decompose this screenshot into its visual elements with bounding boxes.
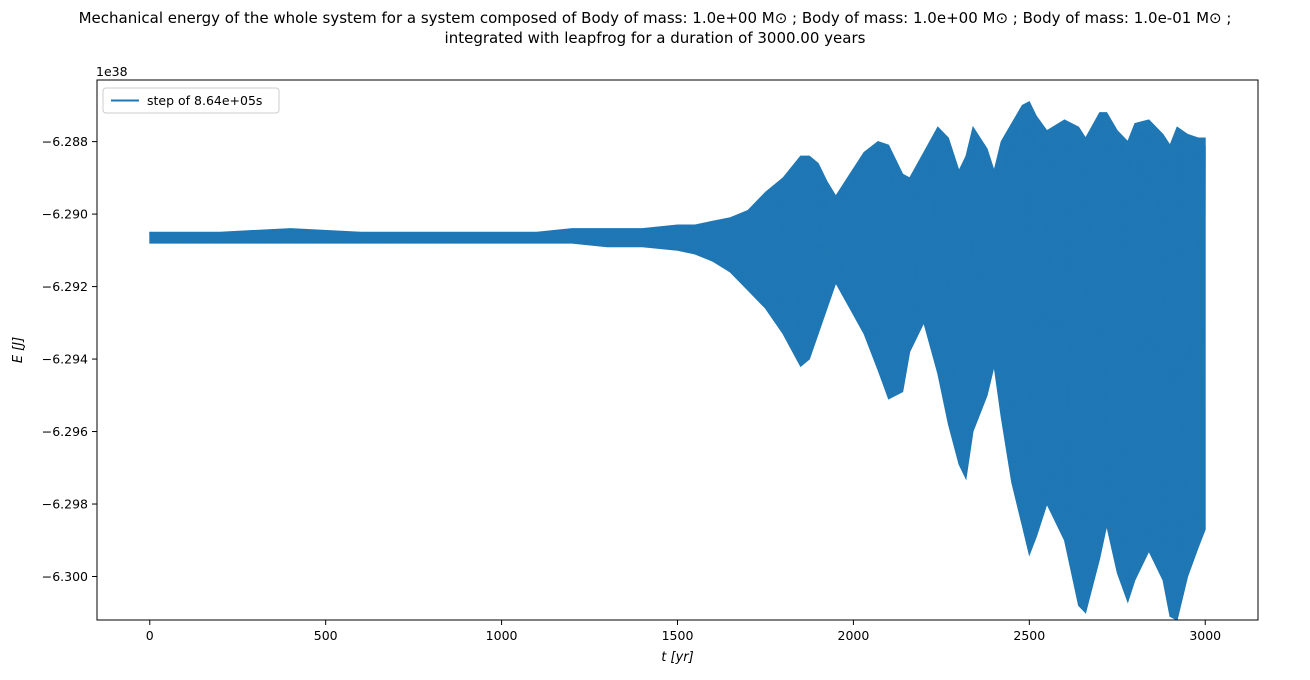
y-axis-label: E [J] bbox=[11, 337, 26, 363]
plot-area bbox=[96, 79, 1259, 621]
y-tick-label: −6.296 bbox=[42, 424, 88, 439]
y-axis-offset-label: 1e38 bbox=[96, 64, 128, 79]
chart-title-group: Mechanical energy of the whole system fo… bbox=[79, 9, 1232, 47]
y-axis: −6.288 −6.290 −6.292 −6.294 −6.296 −6.298 −6.3… bbox=[42, 134, 97, 584]
chart-subtitle: integrated with leapfrog for a duration … bbox=[445, 29, 866, 47]
series-line bbox=[149, 111, 1206, 610]
legend: step of 8.64e+05s bbox=[102, 87, 280, 114]
y-tick-label: −6.288 bbox=[42, 134, 88, 149]
x-axis-label: t [yr] bbox=[661, 650, 693, 665]
x-tick-label: 1500 bbox=[662, 628, 694, 643]
x-tick-label: 0 bbox=[146, 628, 154, 643]
series-group bbox=[149, 101, 1206, 621]
legend-label: step of 8.64e+05s bbox=[147, 93, 262, 108]
x-axis: 0 500 1000 1500 2000 2500 3000 bbox=[146, 620, 1221, 643]
y-tick-label: −6.294 bbox=[42, 352, 88, 367]
x-tick-label: 2000 bbox=[838, 628, 870, 643]
chart-title: Mechanical energy of the whole system fo… bbox=[79, 9, 1232, 27]
legend-box bbox=[102, 87, 280, 114]
x-tick-label: 2500 bbox=[1013, 628, 1045, 643]
y-tick-label: −6.298 bbox=[42, 497, 88, 512]
x-tick-label: 1000 bbox=[486, 628, 518, 643]
x-tick-label: 500 bbox=[314, 628, 338, 643]
y-tick-label: −6.290 bbox=[42, 207, 88, 222]
y-tick-label: −6.300 bbox=[42, 569, 88, 584]
x-tick-label: 3000 bbox=[1189, 628, 1221, 643]
y-tick-label: −6.292 bbox=[42, 279, 88, 294]
